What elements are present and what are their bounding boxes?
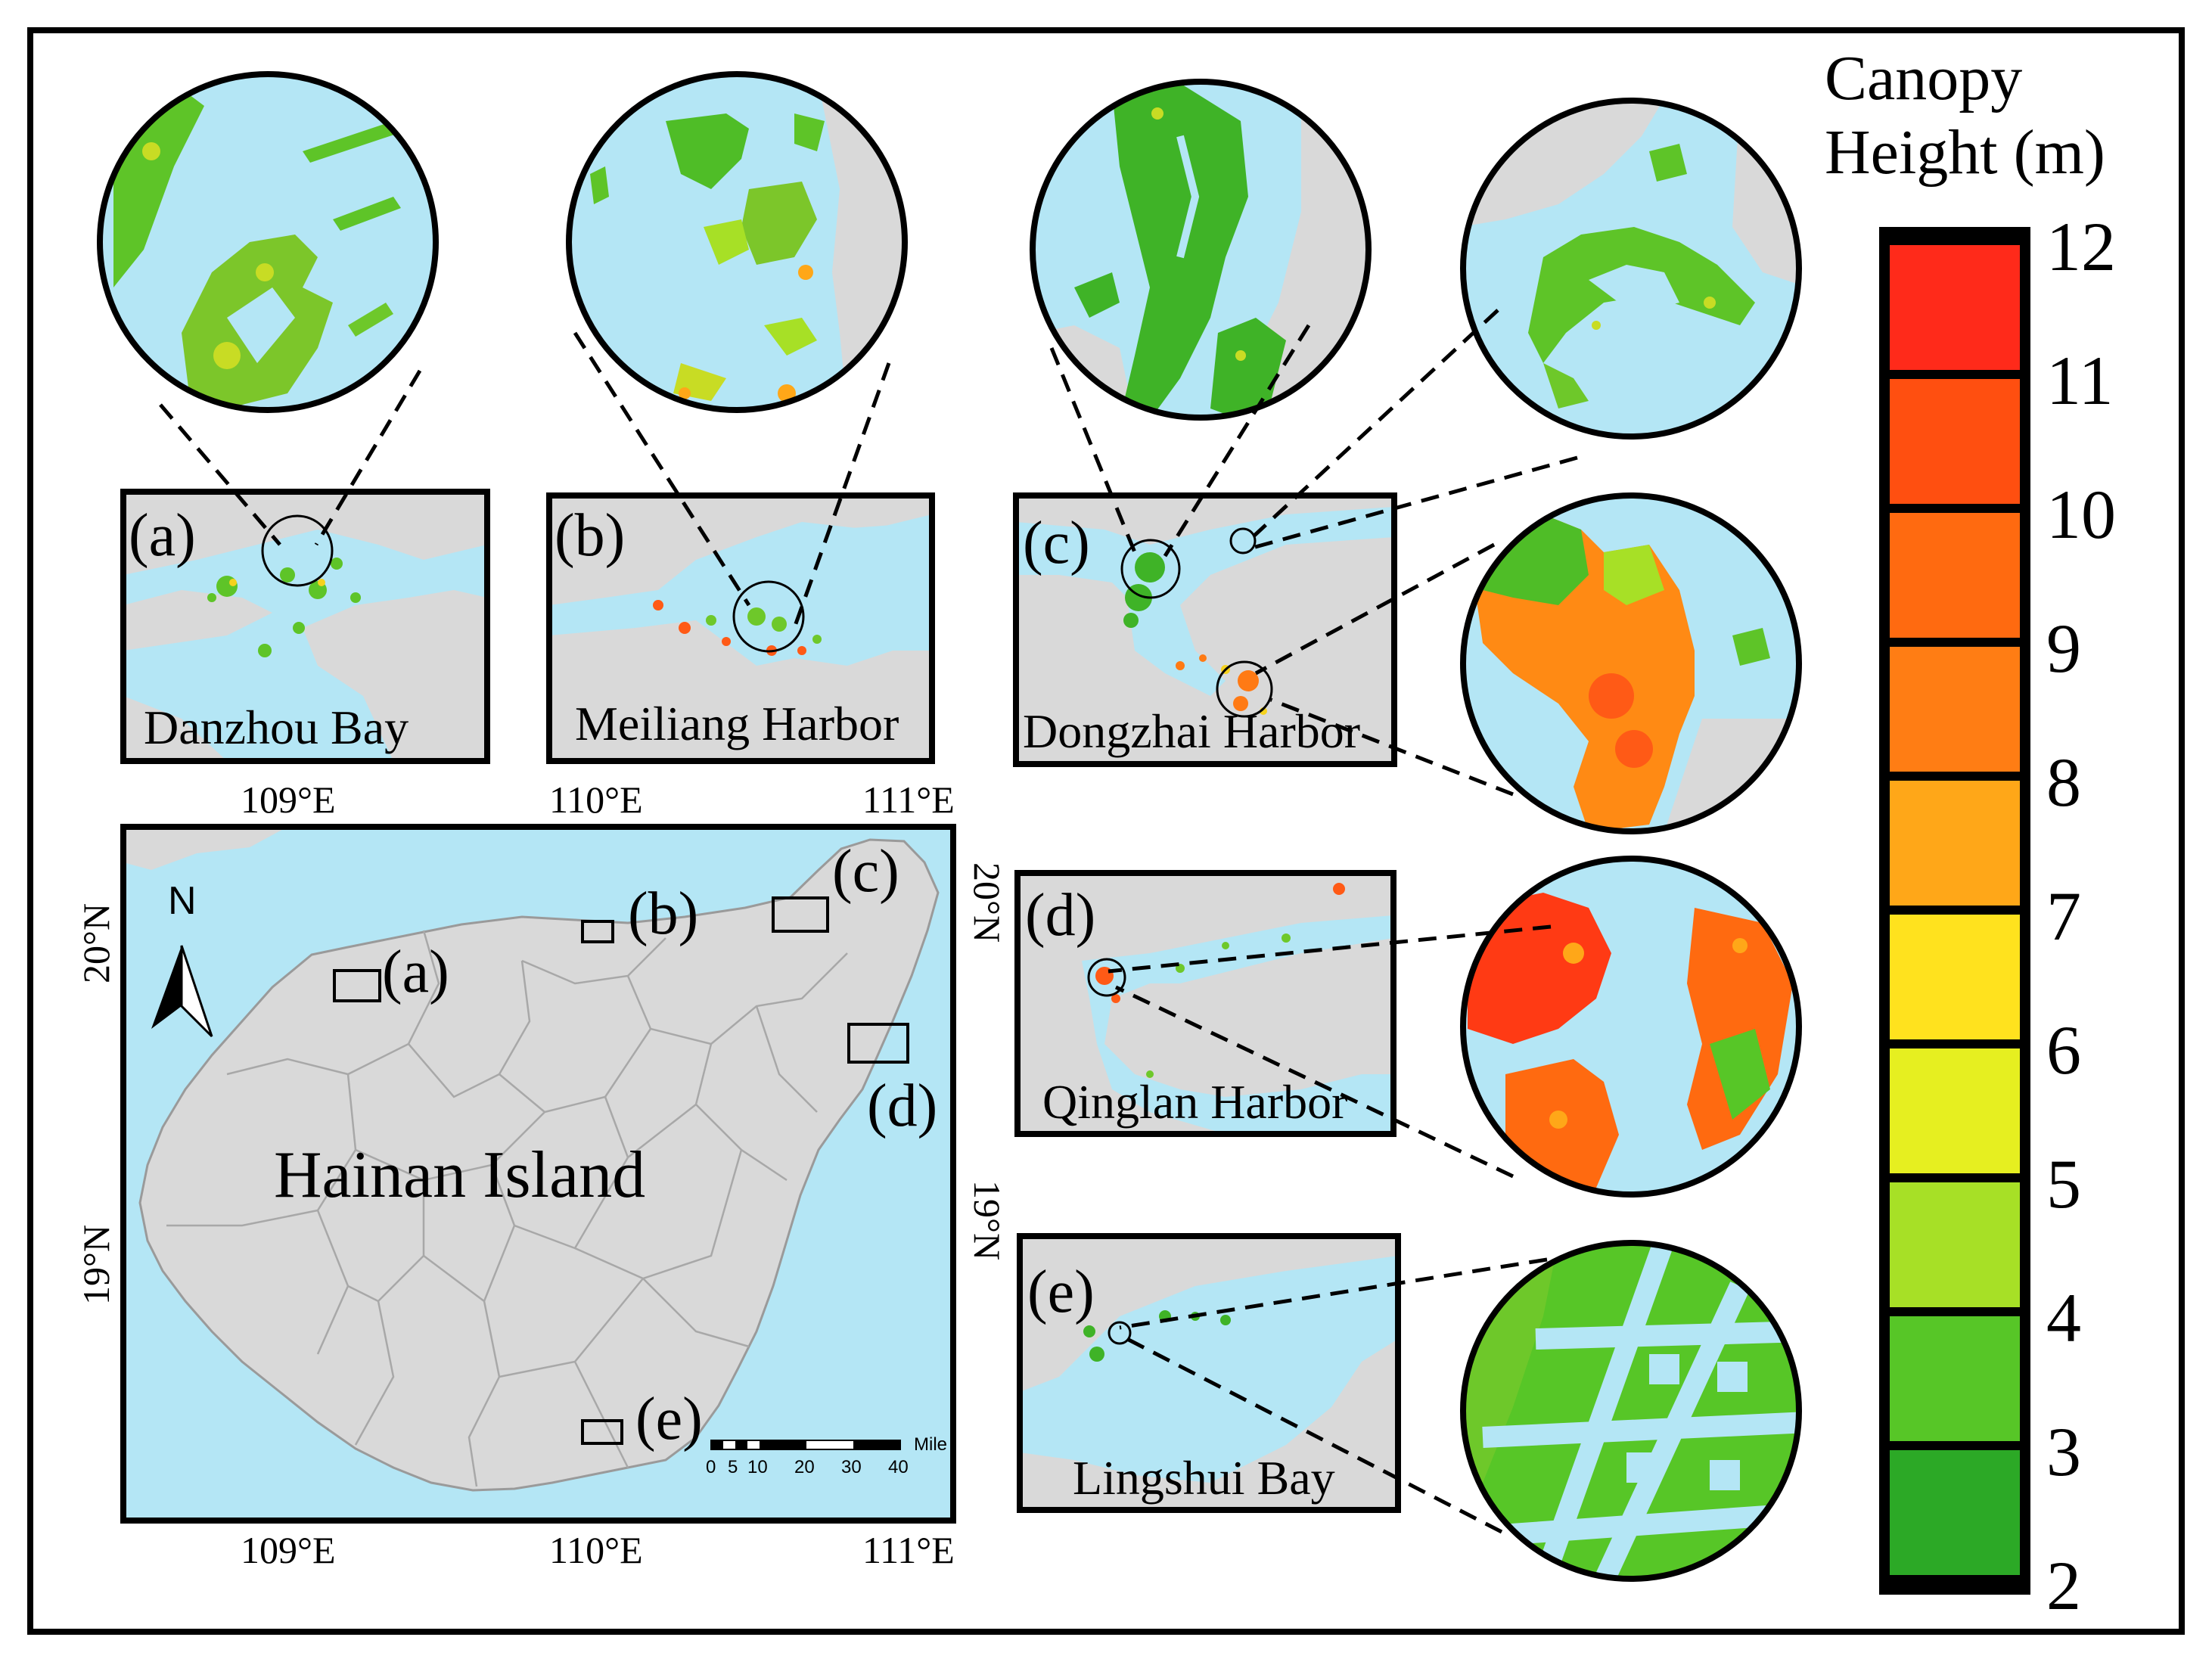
site-box-c	[772, 896, 829, 933]
panel-c-letter: (c)	[1023, 510, 1090, 576]
panel-a-letter: (a)	[129, 502, 196, 569]
outer-frame	[27, 27, 2185, 1635]
legend-tick-4: 4	[2046, 1279, 2081, 1356]
map-marker-c: (c)	[832, 838, 899, 905]
legend-tick-2: 2	[2046, 1547, 2081, 1624]
legend-tick-6: 6	[2046, 1011, 2081, 1089]
top-coord-110: 110°E	[549, 778, 643, 821]
legend-swatch-3	[1890, 647, 2020, 772]
legend-tick-10: 10	[2046, 476, 2116, 553]
right-coord-20: 20°N	[966, 862, 1008, 943]
scale-tick-30: 30	[841, 1457, 862, 1477]
panel-e-name: Lingshui Bay	[1073, 1451, 1335, 1505]
zoom-circle-b	[566, 71, 908, 413]
top-coord-111: 111°E	[862, 778, 955, 821]
site-box-e	[581, 1419, 623, 1445]
zoom-circle-d	[1460, 856, 1802, 1198]
legend-swatch-6	[1890, 1048, 2020, 1173]
zoom-circle-c2	[1460, 98, 1802, 440]
map-marker-a: (a)	[382, 939, 449, 1005]
site-box-b	[581, 920, 614, 943]
main-map-frame	[120, 824, 956, 1524]
zoom-circle-c3	[1460, 492, 1802, 834]
panel-b	[546, 492, 935, 764]
zoom-circle-a	[97, 71, 439, 413]
left-coord-19: 19°N	[75, 1224, 117, 1305]
panel-d-frame	[1014, 870, 1396, 1137]
legend-swatch-2	[1890, 513, 2020, 638]
zoom-circle-e	[1460, 1240, 1802, 1582]
legend-colorbar	[1879, 227, 2030, 1595]
panel-e-frame	[1017, 1233, 1401, 1513]
north-arrow-icon	[151, 945, 213, 1038]
legend-tick-8: 8	[2046, 744, 2081, 821]
legend-swatch-9	[1890, 1450, 2020, 1575]
legend-swatch-7	[1890, 1182, 2020, 1307]
panel-b-frame	[546, 492, 935, 764]
legend-swatch-1	[1890, 379, 2020, 504]
panel-b-name: Meiliang Harbor	[575, 697, 899, 750]
panel-d-name: Qinglan Harbor	[1042, 1075, 1348, 1129]
bottom-coord-111: 111°E	[862, 1529, 955, 1571]
legend-tick-9: 9	[2046, 610, 2081, 687]
main-map	[120, 824, 956, 1524]
legend-swatch-4	[1890, 781, 2020, 906]
bottom-coord-109: 109°E	[241, 1529, 336, 1571]
bottom-coord-110: 110°E	[549, 1529, 643, 1571]
zoom-circle-c1	[1030, 79, 1372, 421]
panel-a-name: Danzhou Bay	[144, 701, 409, 754]
panel-c-frame	[1013, 492, 1397, 767]
island-label: Hainan Island	[274, 1139, 646, 1212]
legend-tick-12: 12	[2046, 208, 2116, 285]
legend-swatch-8	[1890, 1316, 2020, 1441]
top-coord-109: 109°E	[241, 778, 336, 821]
site-box-a	[333, 969, 381, 1002]
legend-tick-7: 7	[2046, 878, 2081, 955]
legend-swatch-0	[1890, 245, 2020, 370]
panel-a-frame	[120, 489, 490, 764]
panel-c-name: Dongzhai Harbor	[1023, 704, 1361, 758]
scale-tick-10: 10	[747, 1457, 768, 1477]
right-coord-19: 19°N	[966, 1180, 1008, 1261]
left-coord-20: 20°N	[75, 902, 117, 983]
scale-tick-20: 20	[794, 1457, 815, 1477]
scale-tick-40: 40	[888, 1457, 909, 1477]
north-label: N	[168, 879, 197, 923]
panel-a	[120, 489, 490, 764]
map-marker-e: (e)	[635, 1386, 703, 1452]
scale-unit: Mile	[914, 1434, 948, 1455]
map-marker-d: (d)	[867, 1073, 938, 1139]
legend-title-line1: Canopy	[1825, 43, 2023, 113]
site-box-d	[847, 1023, 909, 1064]
map-marker-b: (b)	[628, 881, 699, 947]
connector-lines	[159, 309, 1578, 1534]
legend-tick-11: 11	[2046, 342, 2114, 419]
legend-tick-5: 5	[2046, 1145, 2081, 1222]
scale-tick-5: 5	[728, 1457, 738, 1477]
scale-tick-0: 0	[706, 1457, 716, 1477]
panel-d-letter: (d)	[1025, 882, 1096, 949]
legend-title-line2: Height (m)	[1825, 117, 2105, 188]
panel-c	[1013, 492, 1397, 767]
legend-tick-3: 3	[2046, 1413, 2081, 1490]
scale-bar	[710, 1440, 901, 1450]
mainland-coast	[123, 827, 287, 870]
panel-e-letter: (e)	[1027, 1259, 1095, 1325]
legend-swatch-5	[1890, 915, 2020, 1039]
panel-b-letter: (b)	[555, 502, 626, 569]
panel-e	[1017, 1233, 1401, 1513]
